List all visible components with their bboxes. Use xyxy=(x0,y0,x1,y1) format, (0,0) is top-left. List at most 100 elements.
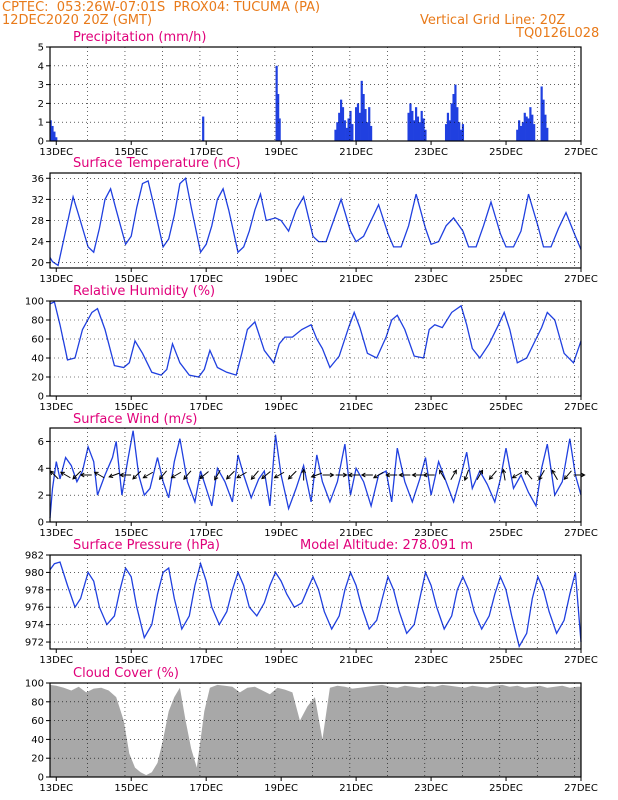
x-tick-label: 25DEC xyxy=(489,402,523,413)
x-tick-label: 15DEC xyxy=(114,655,148,666)
x-tick-label: 27DEC xyxy=(564,402,598,413)
x-tick-label: 13DEC xyxy=(39,274,73,285)
header-run-time: 12DEC2020 20Z (GMT) xyxy=(2,13,153,28)
x-tick-label: 21DEC xyxy=(339,655,373,666)
precip-bar xyxy=(521,122,525,141)
wind-arrow xyxy=(109,472,120,478)
wind-arrow-head xyxy=(347,472,353,478)
wind-arrow xyxy=(551,469,558,481)
x-tick-label: 17DEC xyxy=(189,147,223,158)
precip-bar xyxy=(345,127,348,141)
wind-arrow-head xyxy=(108,473,114,478)
temp-frame xyxy=(49,172,582,269)
precip-bar xyxy=(529,107,532,141)
y-tick-label: 0 xyxy=(38,518,44,529)
y-tick-label: 2 xyxy=(38,491,44,502)
temp-title: Surface Temperature (nC) xyxy=(73,156,241,171)
precip-bar xyxy=(334,129,337,141)
wind-arrow xyxy=(132,470,142,480)
precip-bar xyxy=(424,129,427,141)
precip-frame xyxy=(49,46,582,142)
cloud-title: Cloud Cover (%) xyxy=(73,666,179,681)
wind-line xyxy=(49,430,582,519)
cloud-area xyxy=(50,684,581,777)
precip-bar xyxy=(368,107,371,141)
x-tick-label: 23DEC xyxy=(414,528,448,539)
precip-bar xyxy=(355,107,358,141)
precip-bar xyxy=(277,94,280,141)
precip-bar xyxy=(458,122,461,141)
wind-arrow xyxy=(476,469,483,481)
precip-bar xyxy=(364,109,367,141)
y-tick-label: 4 xyxy=(38,61,44,72)
y-tick-label: 20 xyxy=(31,754,44,765)
y-tick-label: 980 xyxy=(25,568,44,579)
wind-arrow-head xyxy=(488,475,494,481)
x-tick-label: 19DEC xyxy=(264,528,298,539)
wind-arrow xyxy=(464,469,470,481)
y-tick-label: 6 xyxy=(38,437,44,448)
wind-arrow-head xyxy=(79,472,85,478)
wind-arrow-head xyxy=(342,472,348,478)
y-tick-label: 1 xyxy=(38,118,44,129)
x-tick-label: 27DEC xyxy=(564,655,598,666)
wind-arrow-head xyxy=(538,475,543,481)
precip-bar xyxy=(519,125,523,141)
precip-bar xyxy=(351,124,354,141)
x-tick-label: 19DEC xyxy=(264,147,298,158)
precip-bar xyxy=(454,84,457,141)
precip-bar xyxy=(416,116,420,141)
y-tick-label: 0 xyxy=(38,773,44,784)
precip-bar xyxy=(278,118,281,141)
y-tick-label: 80 xyxy=(31,316,44,327)
x-tick-label: 25DEC xyxy=(489,274,523,285)
y-tick-label: 0 xyxy=(38,392,44,403)
y-tick-label: 60 xyxy=(31,716,44,727)
y-tick-label: 60 xyxy=(31,335,44,346)
precip-bar xyxy=(343,120,346,141)
wind-arrow-head xyxy=(501,468,507,474)
pres-frame xyxy=(49,554,582,650)
y-tick-label: 100 xyxy=(25,679,44,690)
precip-bar xyxy=(336,122,339,141)
x-tick-label: 19DEC xyxy=(264,402,298,413)
y-tick-label: 24 xyxy=(31,237,44,248)
y-tick-label: 2 xyxy=(38,99,44,110)
wind-arrow-head xyxy=(170,474,176,479)
wind-arrow xyxy=(538,469,545,481)
precip-bar xyxy=(411,110,414,141)
wind-arrow xyxy=(563,470,572,480)
wind-arrow-head xyxy=(236,474,242,479)
cloud-frame xyxy=(49,682,582,778)
wind-arrow-head xyxy=(411,472,417,478)
precip-bar xyxy=(356,103,360,141)
precip-bar xyxy=(347,118,350,141)
x-tick-label: 27DEC xyxy=(564,274,598,285)
model-altitude-label: Model Altitude: 278.091 m xyxy=(300,538,473,553)
precip-bar xyxy=(546,127,549,141)
wind-arrow xyxy=(226,470,235,480)
precip-bar xyxy=(444,124,448,141)
wind-arrow xyxy=(450,469,457,481)
precip-bar xyxy=(456,107,459,141)
header-model-code: TQ0126L028 xyxy=(516,26,600,41)
precip-bar xyxy=(420,110,423,141)
wind-arrow xyxy=(214,469,221,481)
wind-arrow-head xyxy=(524,469,529,475)
x-tick-label: 21DEC xyxy=(339,783,373,794)
wind-arrow xyxy=(439,469,446,481)
y-tick-label: 978 xyxy=(25,585,44,596)
wind-arrow-head xyxy=(158,475,164,481)
precip-bar xyxy=(338,112,341,141)
wind-arrow-head xyxy=(72,474,77,480)
x-tick-label: 19DEC xyxy=(264,783,298,794)
wind-arrow-head xyxy=(439,469,444,475)
wind-arrow xyxy=(50,470,59,480)
rh-line xyxy=(49,300,582,378)
wind-arrow xyxy=(288,470,297,480)
wind-arrow-head xyxy=(398,472,404,478)
precip-bar xyxy=(418,122,421,141)
precip-bar xyxy=(540,86,543,141)
wind-arrow xyxy=(524,470,533,480)
